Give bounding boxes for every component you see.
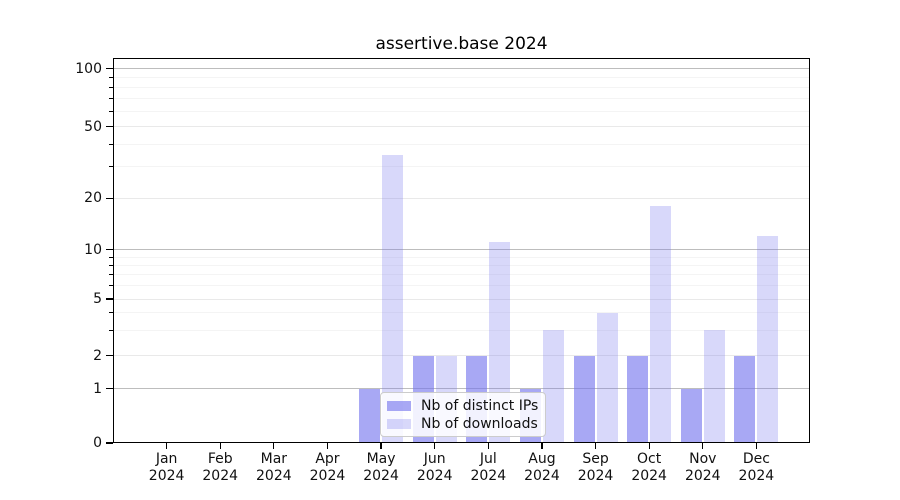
bar-distinct-ips-dec [734,355,756,443]
bar-downloads-aug [542,330,564,443]
legend-swatch-downloads [387,419,411,429]
gridline-minor-9 [113,256,810,258]
legend-entry-distinct-ips: Nb of distinct IPs [387,398,539,414]
bar-downloads-dec [757,236,779,443]
gridline-major-10 [113,249,810,250]
legend-label-downloads: Nb of downloads [421,416,538,432]
gridline-major-1 [113,388,810,390]
bar-downloads-may [382,154,404,443]
gridline-major-100 [113,68,810,69]
gridline-minor-8 [113,264,810,266]
bar-distinct-ips-nov [680,388,702,443]
bar-downloads-nov [703,330,725,443]
gridline-minor-70 [113,97,810,99]
gridline-minor-3 [113,329,810,331]
gridline-mid-20 [113,197,810,199]
gridline-mid-5 [113,298,810,300]
bar-distinct-ips-sep [573,355,595,443]
chart-title: assertive.base 2024 [375,34,548,54]
gridline-minor-40 [113,143,810,145]
bar-distinct-ips-oct [627,355,649,443]
legend-label-distinct-ips: Nb of distinct IPs [421,398,539,414]
bar-downloads-oct [650,206,672,443]
gridline-minor-30 [113,166,810,168]
gridline-mid-2 [113,355,810,356]
gridline-minor-90 [113,76,810,78]
gridline-mid-50 [113,126,810,128]
gridline-minor-6 [113,285,810,287]
gridline-minor-7 [113,274,810,276]
legend-swatch-distinct-ips [387,401,411,411]
legend: Nb of distinct IPs Nb of downloads [380,392,546,437]
gridline-minor-80 [113,86,810,88]
legend-entry-downloads: Nb of downloads [387,416,538,432]
gridline-minor-60 [113,110,810,112]
gridline-minor-4 [113,312,810,314]
bar-distinct-ips-may [359,388,381,443]
bar-downloads-sep [596,312,618,443]
